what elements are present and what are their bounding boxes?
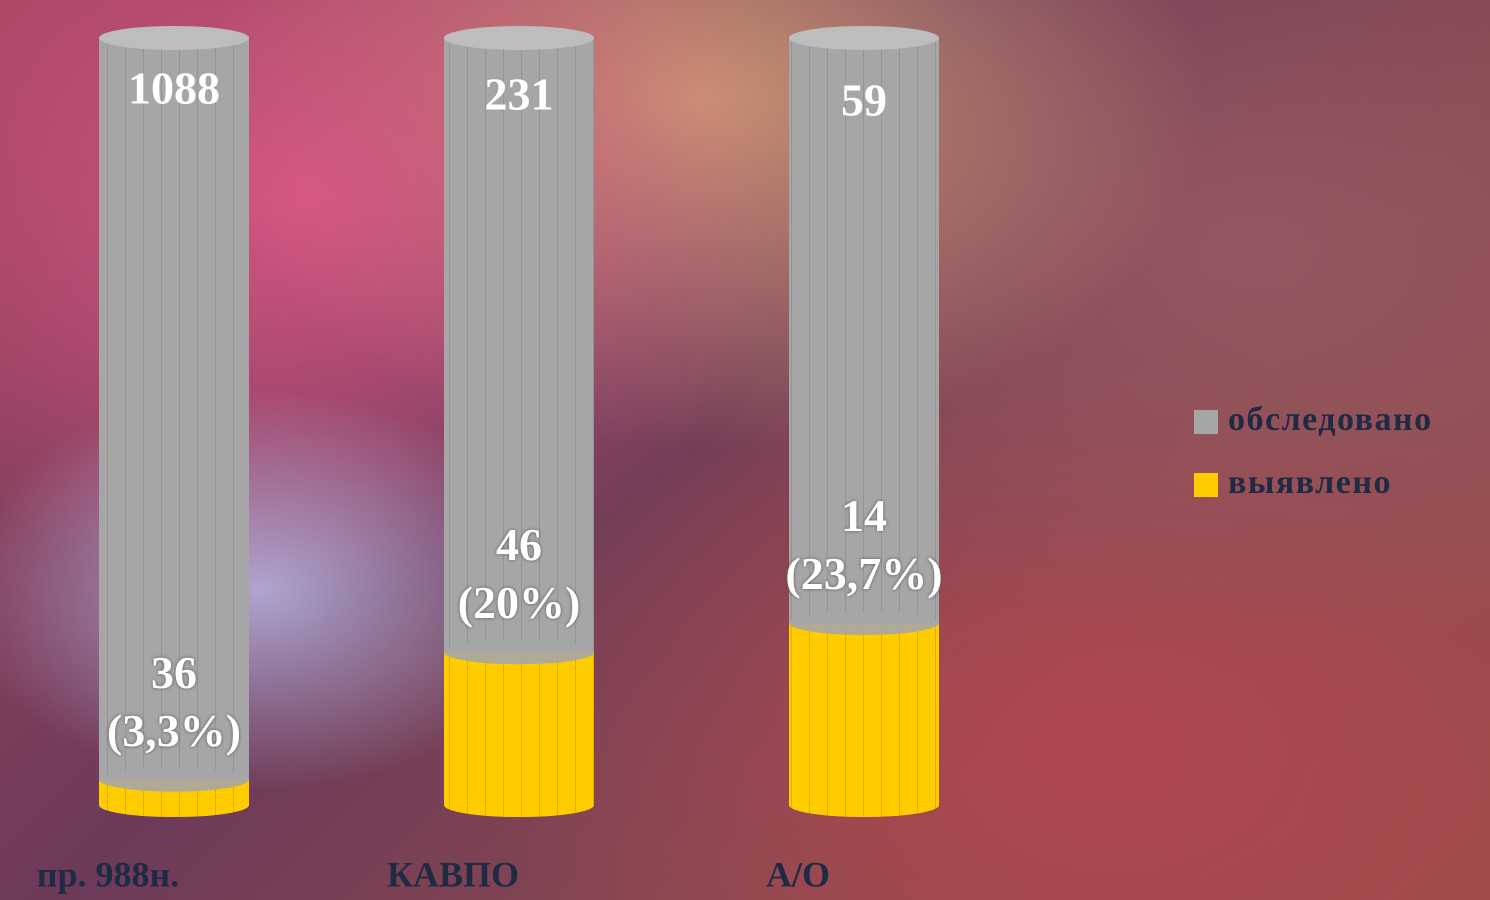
legend-swatch xyxy=(1194,410,1218,434)
cylinder-body xyxy=(99,38,249,817)
cylinder-top xyxy=(444,26,594,50)
value-label: 231 xyxy=(485,69,554,120)
segment-top xyxy=(789,611,939,635)
x-tick-label: КАВПО xyxy=(387,854,519,894)
value-label: 59 xyxy=(841,75,887,126)
x-tick-label: пр. 988н. xyxy=(37,854,180,894)
segment-top xyxy=(99,767,249,792)
segment-top xyxy=(444,640,594,665)
legend-label: обследовано xyxy=(1228,401,1433,438)
cylinder-top xyxy=(99,26,249,50)
value-label: 1088 xyxy=(128,63,220,114)
cylinder-body xyxy=(444,38,594,817)
legend-swatch xyxy=(1194,473,1218,497)
x-tick-label: А/О xyxy=(766,854,830,894)
cylinder-segment xyxy=(444,652,594,817)
legend-label: выявлено xyxy=(1228,464,1392,501)
value-label: 46 (20%) xyxy=(457,519,581,629)
value-label: 36 (3,3%) xyxy=(106,646,242,756)
cylinder-top xyxy=(789,26,939,50)
cylinder-segment xyxy=(789,623,939,817)
value-label: 14 (23,7%) xyxy=(785,490,943,599)
